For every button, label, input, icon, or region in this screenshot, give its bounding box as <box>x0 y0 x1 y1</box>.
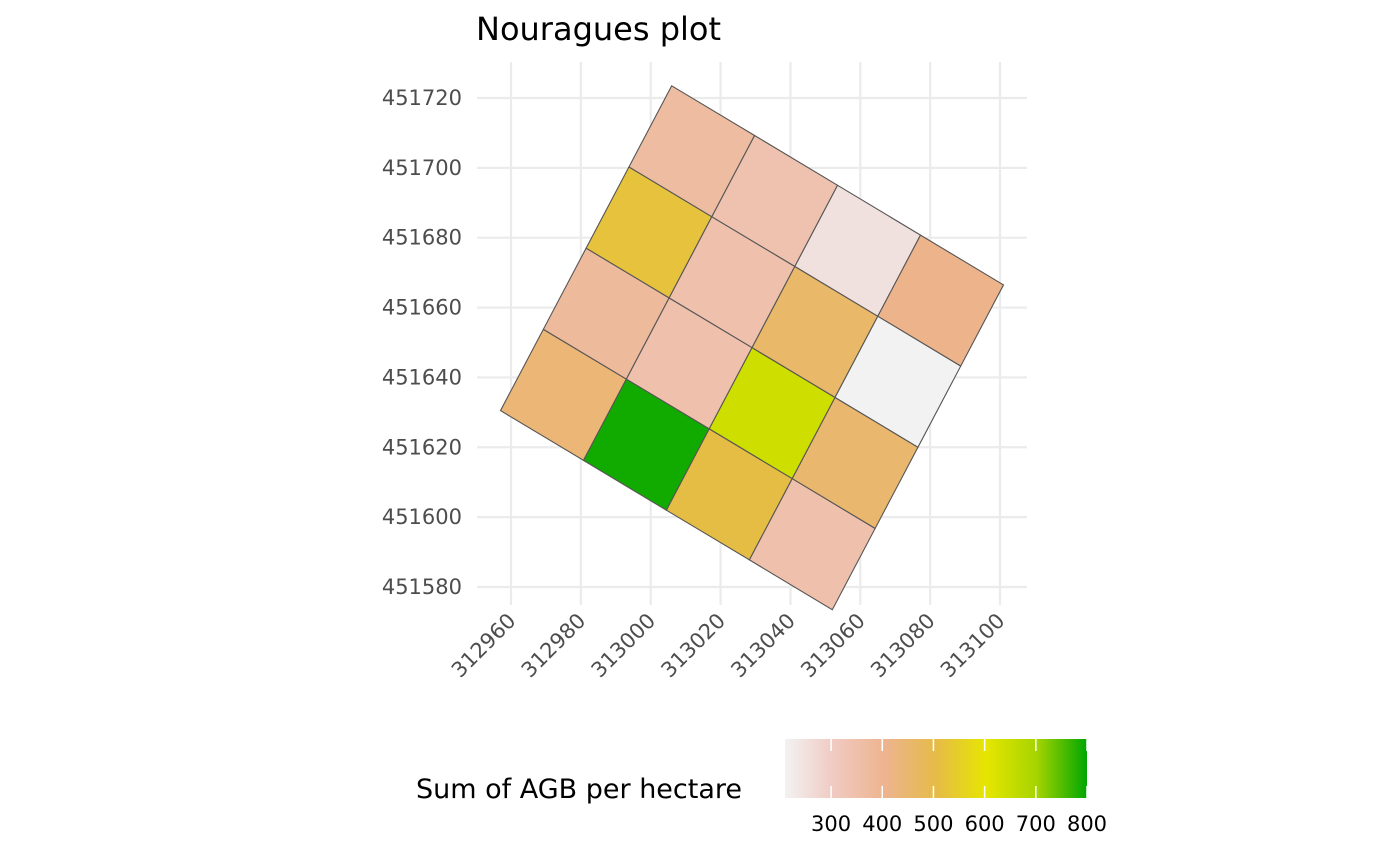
legend: Sum of AGB per hectare 300 400 500 600 700 80… <box>416 739 1107 836</box>
y-tick-label: 451680 <box>382 226 462 250</box>
y-axis-ticks: 451580 451600 451620 451640 451660 451680 4517… <box>382 86 462 599</box>
legend-tick-marks <box>830 739 1088 798</box>
y-tick-label: 451640 <box>382 365 462 389</box>
plot-cells <box>499 85 1005 611</box>
legend-tick-label: 300 <box>811 812 851 836</box>
x-tick-label: 313060 <box>796 609 870 683</box>
x-tick-label: 312980 <box>517 609 591 683</box>
legend-title: Sum of AGB per hectare <box>416 774 742 805</box>
legend-tick-labels: 300 400 500 600 700 800 <box>811 812 1107 836</box>
chart-title: Nouragues plot <box>476 10 721 48</box>
legend-tick-label: 400 <box>862 812 902 836</box>
legend-tick-label: 600 <box>965 812 1005 836</box>
legend-colorbar <box>785 739 1087 798</box>
legend-tick-label: 700 <box>1016 812 1056 836</box>
y-tick-label: 451660 <box>382 296 462 320</box>
x-tick-label: 313000 <box>587 609 661 683</box>
x-tick-label: 313100 <box>936 609 1010 683</box>
x-tick-label: 313040 <box>726 609 800 683</box>
x-tick-label: 313080 <box>866 609 940 683</box>
x-tick-label: 312960 <box>447 609 521 683</box>
x-tick-label: 313020 <box>656 609 730 683</box>
y-tick-label: 451600 <box>382 505 462 529</box>
y-tick-label: 451620 <box>382 435 462 459</box>
legend-tick-label: 800 <box>1067 812 1107 836</box>
y-tick-label: 451720 <box>382 86 462 110</box>
plot-cell <box>748 477 876 611</box>
x-axis-ticks: 3129603129803130003130203130403130603130… <box>447 609 1010 683</box>
legend-tick-label: 500 <box>913 812 953 836</box>
y-tick-label: 451580 <box>382 575 462 599</box>
y-tick-label: 451700 <box>382 156 462 180</box>
